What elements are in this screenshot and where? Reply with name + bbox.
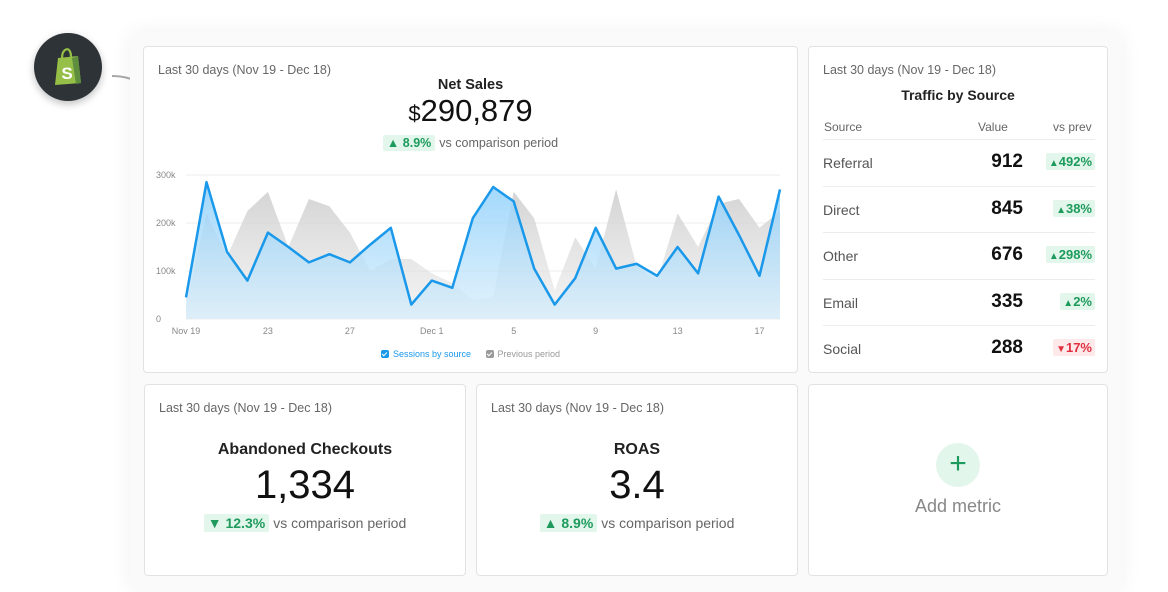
col-header-value: Value — [978, 120, 1008, 134]
period-label: Last 30 days (Nov 19 - Dec 18) — [159, 401, 332, 415]
roas-title: ROAS — [613, 441, 661, 458]
col-header-vs-prev: vs prev — [1053, 120, 1092, 134]
legend-label-previous: Previous period — [497, 349, 561, 359]
traffic-by-source-card[interactable]: Last 30 days (Nov 19 - Dec 18) Traffic b… — [808, 46, 1108, 373]
svg-text:S: S — [61, 64, 72, 83]
y-tick-label: 0 — [156, 314, 161, 324]
net-sales-delta: 8.9% — [402, 136, 432, 150]
x-tick-label: 17 — [755, 326, 765, 336]
checkbox-icon — [380, 350, 389, 358]
traffic-source: Other — [823, 248, 859, 264]
abandoned-comparison: vs comparison period — [273, 515, 407, 531]
abandoned-delta-row: ▼ 12.3% vs comparison period — [145, 514, 465, 532]
net-sales-delta-badge: ▲ 8.9% — [382, 135, 436, 151]
x-tick-label: 27 — [345, 326, 355, 336]
change-badge: ▲492% — [1045, 153, 1095, 170]
period-label: Last 30 days (Nov 19 - Dec 18) — [823, 63, 996, 77]
traffic-source: Email — [823, 294, 859, 311]
triangle-up-icon: ▲ — [543, 515, 558, 531]
traffic-value: 288 — [991, 337, 1023, 358]
triangle-down-icon: ▼ — [1056, 344, 1066, 355]
change-value: 298% — [1058, 247, 1092, 262]
roas-delta: 8.9% — [561, 515, 594, 531]
traffic-value: 676 — [991, 244, 1023, 265]
change-value: 492% — [1058, 154, 1092, 169]
traffic-source: Direct — [823, 201, 860, 218]
traffic-source: Social — [823, 341, 862, 357]
triangle-up-icon: ▲ — [386, 136, 400, 150]
triangle-up-icon: ▲ — [1048, 158, 1059, 169]
net-sales-delta-row: ▲ 8.9% vs comparison period — [144, 135, 797, 151]
period-label: Last 30 days (Nov 19 - Dec 18) — [158, 63, 331, 77]
abandoned-delta-badge: ▼ 12.3% — [203, 514, 270, 532]
change-value: 38% — [1065, 200, 1092, 216]
checkbox-icon — [485, 350, 494, 358]
roas-card[interactable]: Last 30 days (Nov 19 - Dec 18) ROAS 3.4 … — [476, 384, 798, 576]
col-header-source: Source — [824, 120, 863, 134]
plus-icon[interactable]: + — [936, 443, 980, 487]
triangle-down-icon: ▼ — [207, 515, 222, 531]
traffic-change: ▲38% — [1053, 199, 1095, 217]
legend-label-sessions: Sessions by source — [392, 349, 471, 359]
change-badge: ▲298% — [1045, 246, 1095, 263]
shopify-logo-badge: S — [34, 33, 102, 101]
x-tick-label: 23 — [263, 326, 273, 336]
period-label: Last 30 days (Nov 19 - Dec 18) — [491, 401, 664, 415]
traffic-row[interactable]: Email 335 ▲2% — [823, 278, 1095, 326]
net-sales-comparison: vs comparison period — [439, 136, 559, 150]
change-badge: ▲2% — [1060, 292, 1095, 310]
add-metric-card[interactable]: + Add metric — [808, 384, 1108, 576]
triangle-up-icon: ▲ — [1063, 297, 1074, 309]
change-badge: ▲38% — [1053, 199, 1095, 217]
traffic-change: ▲298% — [1045, 246, 1095, 263]
roas-value: 3.4 — [609, 463, 665, 507]
triangle-up-icon: ▲ — [1048, 251, 1059, 262]
roas-delta-badge: ▲ 8.9% — [539, 514, 598, 532]
roas-comparison: vs comparison period — [601, 515, 735, 531]
roas-delta-row: ▲ 8.9% vs comparison period — [477, 514, 797, 532]
x-tick-label: 13 — [673, 326, 683, 336]
x-tick-label: 5 — [511, 326, 516, 336]
net-sales-chart[interactable]: 0 100k 200k 300k Nov 19 23 27 Dec 1 5 9 13 17 — [144, 163, 784, 343]
y-tick-label: 200k — [156, 218, 176, 228]
x-tick-label: 9 — [593, 326, 598, 336]
traffic-row[interactable]: Direct 845 ▲38% — [823, 185, 1095, 233]
add-metric-label: Add metric — [914, 496, 1002, 516]
chart-legend: Sessions by source Previous period — [144, 349, 797, 360]
net-sales-card[interactable]: Last 30 days (Nov 19 - Dec 18) Net Sales… — [143, 46, 798, 373]
traffic-value: 335 — [991, 290, 1023, 312]
net-sales-amount: 290,879 — [420, 93, 533, 128]
net-sales-title: Net Sales — [437, 77, 504, 93]
change-badge: ▼17% — [1053, 339, 1095, 356]
series-sessions-line — [184, 180, 782, 306]
traffic-row[interactable]: Social 288 ▼17% — [823, 325, 1095, 372]
traffic-title: Traffic by Source — [901, 87, 1015, 103]
currency-symbol: $ — [408, 101, 421, 126]
x-tick-label: Dec 1 — [420, 326, 444, 336]
y-tick-label: 300k — [156, 170, 176, 180]
traffic-change: ▼17% — [1053, 339, 1095, 356]
legend-item-previous[interactable]: Previous period — [485, 349, 561, 359]
legend-item-sessions[interactable]: Sessions by source — [380, 349, 471, 359]
traffic-change: ▲2% — [1060, 292, 1095, 310]
net-sales-value: $290,879 — [144, 93, 797, 129]
traffic-change: ▲492% — [1045, 153, 1095, 170]
y-tick-label: 100k — [156, 266, 176, 276]
shopify-logo-icon: S — [55, 48, 81, 85]
abandoned-value: 1,334 — [254, 463, 356, 507]
abandoned-checkouts-card[interactable]: Last 30 days (Nov 19 - Dec 18) Abandoned… — [144, 384, 466, 576]
triangle-up-icon: ▲ — [1056, 204, 1066, 216]
traffic-row[interactable]: Other 676 ▲298% — [823, 232, 1095, 279]
abandoned-title: Abandoned Checkouts — [217, 441, 393, 458]
traffic-source: Referral — [823, 155, 873, 171]
traffic-value: 912 — [991, 151, 1023, 172]
change-value: 2% — [1073, 293, 1092, 309]
dashboard-board: Last 30 days (Nov 19 - Dec 18) Net Sales… — [130, 32, 1122, 592]
x-tick-label: Nov 19 — [172, 326, 201, 336]
abandoned-delta: 12.3% — [225, 515, 266, 531]
change-value: 17% — [1065, 340, 1092, 355]
traffic-value: 845 — [991, 197, 1023, 219]
traffic-row[interactable]: Referral 912 ▲492% — [823, 139, 1095, 186]
series-sessions-area — [186, 182, 780, 319]
